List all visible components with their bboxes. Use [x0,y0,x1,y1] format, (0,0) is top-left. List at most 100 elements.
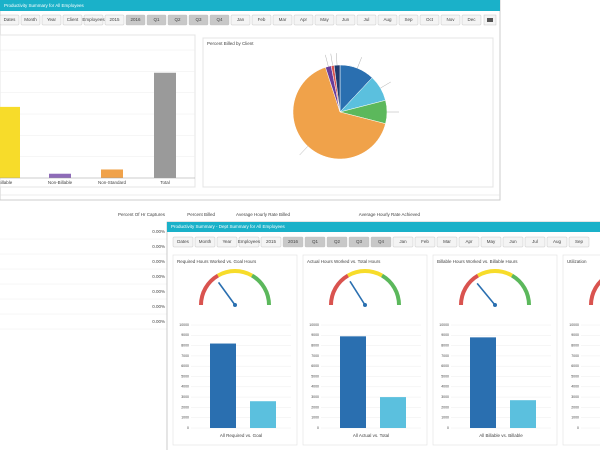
gauge-band [347,269,383,278]
toolbar-label: 2015 [109,17,120,22]
leader-line [330,53,333,66]
toolbar-button[interactable] [568,236,590,248]
toolbar-label: Aug [553,239,562,244]
y-tick-label: 6000 [181,364,189,368]
toolbar-label: Jan [399,239,407,244]
y-tick-label: 6000 [311,364,319,368]
bar [0,106,20,178]
panel-caption: All Actual vs. Total [353,433,389,438]
toolbar-button[interactable] [392,236,414,248]
toolbar-button[interactable] [194,236,216,248]
toolbar-button[interactable] [293,14,314,26]
panel [172,254,298,446]
leader-line [357,57,362,69]
x-tick-label: Non-Billable [48,180,73,185]
gauge-band [380,273,401,306]
toolbar-button[interactable] [230,14,251,26]
gauge-band [459,273,480,306]
y-tick-label: 3000 [441,395,449,399]
toolbar-button[interactable] [83,14,104,26]
y-tick-label: 2000 [571,405,579,409]
toolbar-button[interactable] [335,14,356,26]
y-tick-label: 1000 [571,416,579,420]
toolbar-button[interactable] [272,14,293,26]
front-header [167,222,600,232]
toolbar-label: Q1 [153,17,160,22]
x-tick-label: Total [160,180,170,185]
toolbar-label: Mar [443,239,451,244]
pie-panel [202,37,494,188]
toolbar-button[interactable] [524,236,546,248]
toolbar-button[interactable] [546,236,568,248]
toolbar-button[interactable] [480,236,502,248]
toolbar-label: Dec [467,17,476,22]
toolbar-label: May [487,239,496,244]
panel-title: Utilization [567,259,587,264]
toolbar-button[interactable] [260,236,282,248]
y-tick-label: 1000 [311,416,319,420]
y-tick-label: 8000 [571,344,579,348]
bar [49,173,71,178]
toolbar-button[interactable] [216,236,238,248]
column-header: Percent Of Hr Captures [118,212,166,217]
y-tick-label: 7000 [181,354,189,358]
toolbar-button[interactable] [146,14,167,26]
gauge-hub [493,303,497,307]
y-tick-label: 5000 [441,374,449,378]
toolbar-button[interactable] [188,14,209,26]
toolbar-button[interactable] [251,14,272,26]
cell: 0.00% [152,259,165,264]
toolbar-button[interactable] [414,236,436,248]
toolbar-button[interactable] [167,14,188,26]
toolbar-button[interactable] [0,14,20,26]
y-tick-label: 0 [317,426,319,430]
toolbar-button[interactable] [314,14,335,26]
toolbar-button[interactable] [282,236,304,248]
gauge-needle [349,280,366,306]
toolbar-button[interactable] [356,14,377,26]
toolbar-button[interactable] [458,236,480,248]
toolbar-label: Sep [404,17,413,22]
bar [101,169,123,178]
column-header: Average Hourly Rate Billed [236,212,290,217]
y-tick-label: 0 [577,426,579,430]
toolbar-button[interactable] [461,14,482,26]
toolbar-button[interactable] [209,14,230,26]
toolbar-button[interactable] [419,14,440,26]
toolbar-button[interactable] [348,236,370,248]
gauge-band [589,279,600,306]
toolbar-label: Mar [279,17,287,22]
bar-panel [0,34,196,188]
gauge-needle [476,282,496,306]
toolbar-button[interactable] [62,14,83,26]
toolbar-button[interactable] [104,14,125,26]
toolbar-button[interactable] [436,236,458,248]
toolbar-button[interactable] [398,14,419,26]
y-tick-label: 3000 [571,395,579,399]
toolbar-button[interactable] [304,236,326,248]
toolbar-button[interactable] [41,14,62,26]
toolbar-label: Nov [446,17,455,22]
y-tick-label: 10000 [569,323,579,327]
toolbar-button[interactable] [326,236,348,248]
toolbar-button[interactable] [172,236,194,248]
y-tick-label: 6000 [441,364,449,368]
y-tick-label: 3000 [181,395,189,399]
y-tick-label: 10000 [439,323,449,327]
toolbar-button[interactable] [20,14,41,26]
toolbar-button[interactable] [238,236,260,248]
y-tick-label: 9000 [181,333,189,337]
toolbar-button[interactable] [125,14,146,26]
gauge-band [199,273,220,306]
toolbar-label: Q4 [378,239,385,244]
toolbar-button[interactable] [440,14,461,26]
toolbar-button[interactable] [502,236,524,248]
y-tick-label: 5000 [311,374,319,378]
toolbar-button[interactable] [377,14,398,26]
y-tick-label: 4000 [311,385,319,389]
y-tick-label: 8000 [441,344,449,348]
toolbar-label: Month [24,17,37,22]
toolbar-button[interactable] [370,236,392,248]
bar [470,337,496,428]
